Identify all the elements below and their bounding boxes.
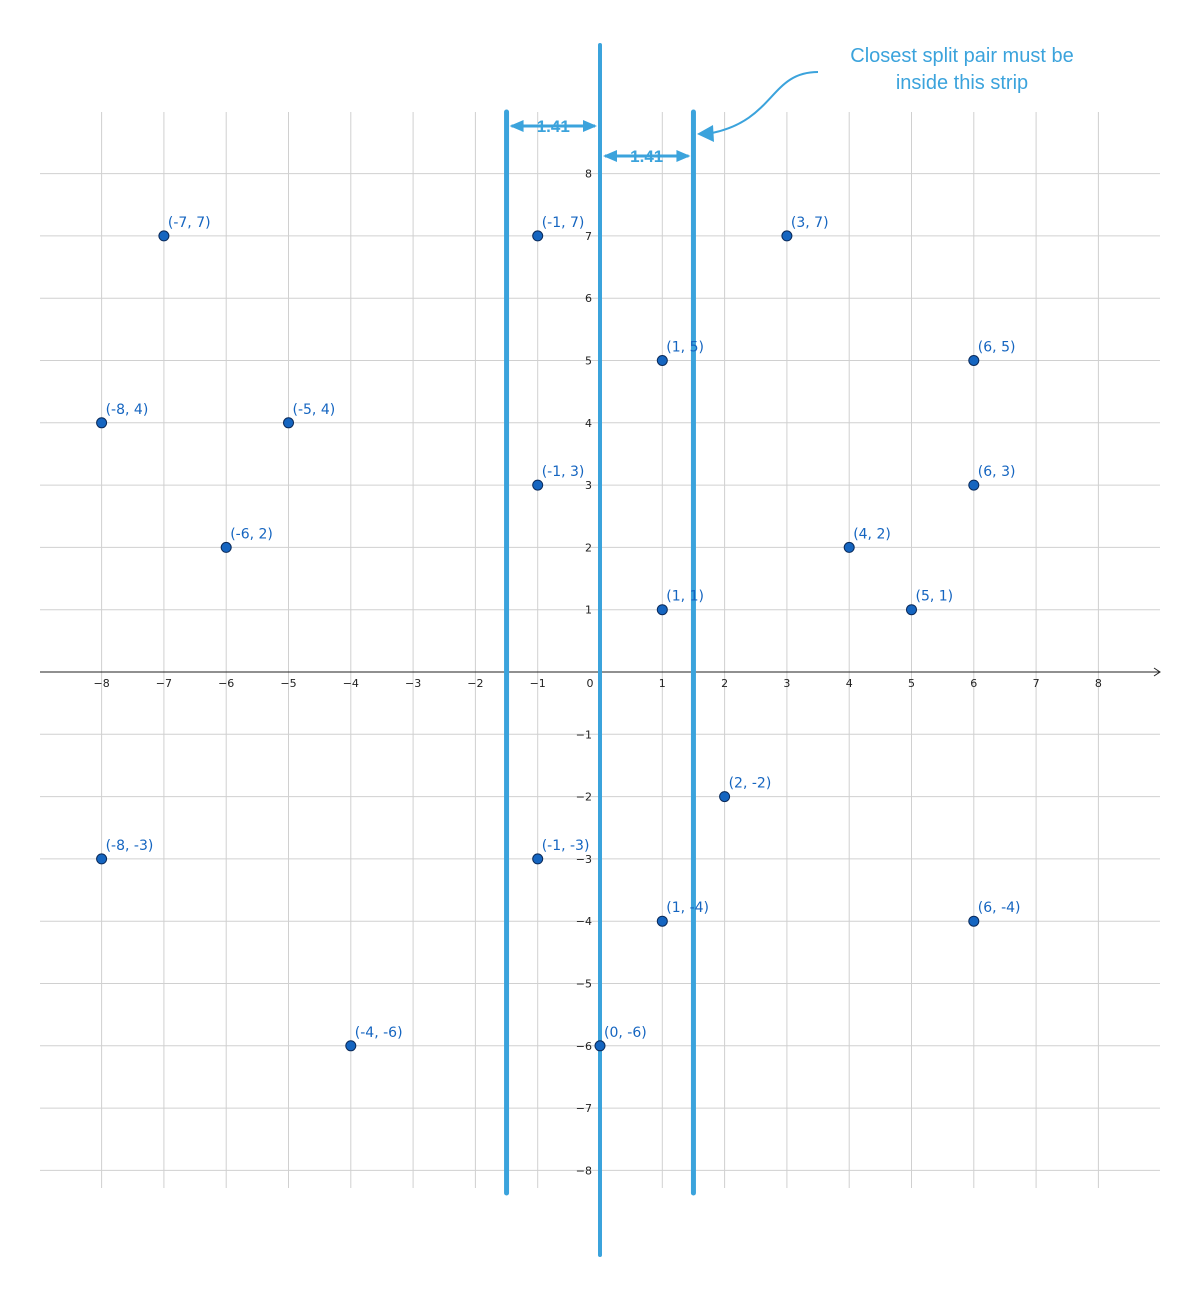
y-tick-label: 6 — [585, 292, 592, 305]
data-point-label: (1, 1) — [666, 589, 704, 605]
right-width-label: 1.41 — [630, 147, 663, 166]
data-point-label: (-4, -6) — [355, 1025, 403, 1041]
x-tick-label: 5 — [908, 677, 915, 690]
data-point — [906, 604, 917, 616]
data-point-label: (6, 5) — [978, 340, 1016, 356]
data-point — [843, 541, 855, 553]
y-tick-label: 8 — [585, 168, 592, 181]
x-tick-label: −3 — [405, 677, 421, 690]
y-tick-label: −5 — [576, 978, 592, 991]
strip-annotation: 1.41 1.41 — [504, 43, 696, 1257]
y-tick-label: 3 — [585, 479, 592, 492]
data-point — [968, 479, 980, 491]
x-tick-label: 1 — [659, 677, 666, 690]
data-point — [220, 541, 232, 553]
data-point-label: (4, 2) — [853, 526, 891, 542]
y-tick-label: 2 — [585, 541, 592, 554]
y-tick-label: 5 — [585, 355, 592, 368]
y-tick-label: 1 — [585, 604, 592, 617]
data-point — [656, 355, 668, 366]
x-tick-label: 7 — [1033, 677, 1040, 690]
data-point-label: (-7, 7) — [168, 215, 211, 231]
x-tick-label: 8 — [1095, 677, 1102, 690]
x-tick-label: −5 — [280, 677, 296, 690]
data-point — [968, 355, 980, 366]
data-point — [532, 479, 544, 491]
width-arrow-head-left — [509, 120, 524, 132]
width-arrow-head-left — [603, 150, 617, 162]
data-point — [968, 915, 980, 927]
data-point-label: (-8, 4) — [106, 402, 149, 418]
data-point-label: (-8, -3) — [106, 838, 154, 854]
right-width-arrow — [603, 150, 691, 162]
x-tick-label: 4 — [846, 677, 853, 690]
data-point-label: (1, -4) — [666, 900, 709, 916]
width-arrow-head-right — [583, 120, 597, 132]
y-tick-label: 4 — [585, 417, 592, 430]
data-point-label: (6, -4) — [978, 900, 1021, 916]
x-tick-label: −2 — [467, 677, 483, 690]
width-arrow-head-right — [676, 150, 691, 162]
data-point — [532, 230, 544, 242]
note-line-2: inside this strip — [896, 72, 1028, 94]
data-point — [656, 915, 668, 927]
data-point — [283, 417, 294, 429]
note-pointer-curve — [711, 71, 819, 134]
note-line-1: Closest split pair must be — [850, 45, 1073, 67]
data-points: (-7, 7) (-1, 7) (3, 7) (1, 5) (6, 5) (-8, 4) (… — [96, 215, 1021, 1052]
data-point — [532, 853, 544, 865]
x-tick-label: 6 — [970, 677, 977, 690]
x-tick-label: −6 — [218, 677, 234, 690]
y-tick-label: −6 — [576, 1040, 592, 1053]
y-tick-label: −2 — [576, 791, 592, 804]
y-tick-label: 7 — [585, 230, 592, 243]
x-tick-label: 3 — [783, 677, 790, 690]
x-axis-arrow — [1153, 667, 1161, 677]
y-tick-label: −8 — [576, 1164, 592, 1177]
data-point-label: (-5, 4) — [293, 402, 336, 418]
strip-note: Closest split pair must be inside this s… — [697, 45, 1074, 142]
left-width-label: 1.41 — [537, 117, 570, 136]
data-point — [96, 417, 108, 429]
data-point-label: (1, 5) — [666, 340, 704, 356]
data-point-label: (0, -6) — [604, 1025, 647, 1041]
x-tick-label: −1 — [530, 677, 546, 690]
data-point — [594, 1040, 606, 1052]
data-point — [345, 1040, 357, 1052]
y-tick-label: −1 — [576, 728, 592, 741]
y-tick-label: −7 — [576, 1102, 592, 1115]
data-point-label: (2, -2) — [729, 776, 772, 792]
data-point-label: (6, 3) — [978, 464, 1016, 480]
data-point — [158, 230, 170, 242]
x-tick-label: −7 — [156, 677, 172, 690]
data-point — [781, 230, 793, 242]
data-point-label: (5, 1) — [916, 589, 954, 605]
data-point-label: (-1, 7) — [542, 215, 585, 231]
x-tick-label: 0 — [587, 677, 594, 690]
data-point-label: (-1, 3) — [542, 464, 585, 480]
x-tick-label: −8 — [93, 677, 109, 690]
y-tick-label: −3 — [576, 853, 592, 866]
data-point-label: (-1, -3) — [542, 838, 590, 854]
data-point-label: (3, 7) — [791, 215, 829, 231]
data-point-label: (-6, 2) — [230, 526, 273, 542]
x-tick-label: 2 — [721, 677, 728, 690]
data-point — [719, 791, 731, 803]
data-point — [96, 853, 108, 865]
note-pointer-arrowhead — [697, 125, 714, 142]
data-point — [656, 604, 668, 616]
tick-labels: −8 −7 −6 −5 −4 −3 −2 −1 0 1 2 3 4 5 6 7 8 −8 −7 −6 −5 −4 −3 −2 −… — [93, 168, 1101, 1178]
y-tick-label: −4 — [576, 915, 592, 928]
x-tick-label: −4 — [343, 677, 359, 690]
left-width-arrow — [509, 120, 597, 132]
